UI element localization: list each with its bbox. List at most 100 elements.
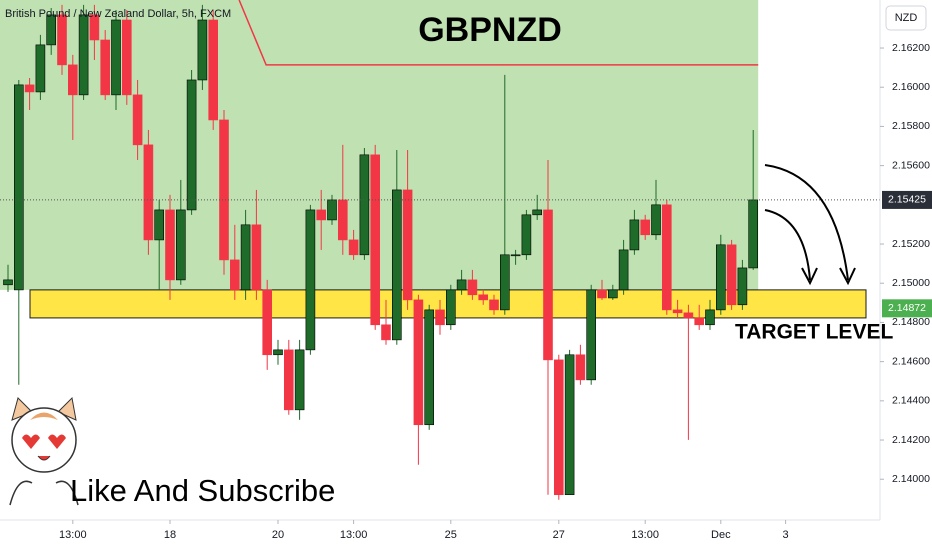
arrow-curve <box>764 209 811 281</box>
candle-body <box>456 279 467 291</box>
candle-body <box>424 309 435 426</box>
candle-body <box>489 299 499 311</box>
currency-box[interactable] <box>885 5 927 31</box>
candle-body <box>165 209 175 281</box>
candle-body <box>499 254 510 311</box>
y-tick-label: 2.15000 <box>892 277 930 289</box>
target-price-label: 2.14872 <box>888 302 926 314</box>
candle-body <box>586 289 597 381</box>
y-tick-label: 2.14200 <box>892 434 930 446</box>
y-tick-label: 2.14600 <box>892 355 930 367</box>
candle-body <box>24 84 35 93</box>
candle-body <box>305 209 316 351</box>
y-tick-label: 2.15800 <box>892 120 930 132</box>
candle-body <box>46 14 57 46</box>
y-tick-label: 2.14400 <box>892 395 930 407</box>
cat-mouth <box>37 455 51 461</box>
arrow-curve <box>764 164 849 281</box>
chart-title: GBPNZD <box>418 11 562 49</box>
y-tick-label: 2.14800 <box>892 316 930 328</box>
candle-body <box>553 359 564 496</box>
candle-body <box>748 199 759 269</box>
candle-body <box>208 19 218 121</box>
candle-body <box>640 219 651 236</box>
plot-area <box>0 0 880 500</box>
target-price-badge <box>882 299 932 318</box>
x-tick-label: Dec <box>711 529 731 541</box>
chart-subtitle: British Pound / New Zealand Dollar, 5h, … <box>5 8 231 20</box>
candle-body <box>100 39 110 96</box>
candle-body <box>597 289 607 299</box>
x-tick-label: 18 <box>164 529 176 541</box>
target-label: TARGET LEVEL <box>735 321 893 344</box>
x-tick-label: 3 <box>783 529 789 541</box>
candle-body <box>3 279 13 286</box>
y-tick-label: 2.14000 <box>892 473 930 485</box>
candle-body <box>122 19 132 96</box>
candle-body <box>381 324 391 341</box>
heart-eyes <box>22 434 66 449</box>
arrow-head <box>801 267 818 286</box>
last-price-label: 2.15425 <box>888 194 926 206</box>
currency-label: NZD <box>895 12 918 24</box>
arrows <box>764 164 856 286</box>
x-tick-label: 13:00 <box>59 529 87 541</box>
candle-body <box>89 14 100 41</box>
candle-body <box>273 349 283 356</box>
candle-body <box>467 279 478 296</box>
x-tick-label: 27 <box>553 529 565 541</box>
candle-body <box>413 299 424 426</box>
candle-body <box>219 119 229 261</box>
candle-body <box>435 309 445 326</box>
candle-body <box>737 267 748 306</box>
candle-body <box>197 19 208 81</box>
cat-paws <box>9 480 79 506</box>
candle-body <box>715 244 726 311</box>
candle-body <box>618 249 629 291</box>
candle-body <box>478 294 489 301</box>
candle-body <box>294 349 305 411</box>
candle-body <box>111 19 121 96</box>
candle-body <box>68 64 78 96</box>
x-tick-label: 20 <box>272 529 284 541</box>
candle-body <box>230 259 240 291</box>
candle-body <box>57 14 67 66</box>
candle-body <box>672 309 683 314</box>
candle-body <box>705 309 715 326</box>
x-tick-label: 25 <box>445 529 457 541</box>
candle-body <box>543 209 553 361</box>
candle-body <box>510 254 521 257</box>
arrow-head <box>839 267 856 286</box>
cat-face <box>11 407 77 473</box>
candle-body <box>651 204 661 236</box>
candle-body <box>564 354 575 496</box>
candle-body <box>661 204 672 311</box>
resistance-line <box>238 0 759 66</box>
candle-body <box>370 154 381 326</box>
candle-body <box>359 154 370 256</box>
candle-body <box>262 289 273 356</box>
last-price-badge <box>882 190 932 209</box>
candle-body <box>154 209 164 241</box>
candle-body <box>14 84 24 291</box>
candle-body <box>251 224 262 291</box>
candle-body <box>683 312 694 319</box>
candle-body <box>391 189 402 341</box>
candle-body <box>337 199 348 241</box>
x-tick-label: 13:00 <box>340 529 368 541</box>
candle-body <box>186 79 197 211</box>
candle-body <box>402 189 413 301</box>
candle-body <box>78 14 89 96</box>
candle-body <box>726 244 737 306</box>
candle-body <box>694 317 705 326</box>
y-tick-label: 2.15600 <box>892 159 930 171</box>
footer-text: Like And Subscribe <box>70 473 335 508</box>
candle-body <box>240 224 251 291</box>
candle-body <box>607 289 618 299</box>
x-tick-label: 13:00 <box>631 529 659 541</box>
candle-body <box>348 239 359 256</box>
candle-body <box>35 44 46 93</box>
candle-body <box>445 289 456 326</box>
y-tick-label: 2.16200 <box>892 42 930 54</box>
